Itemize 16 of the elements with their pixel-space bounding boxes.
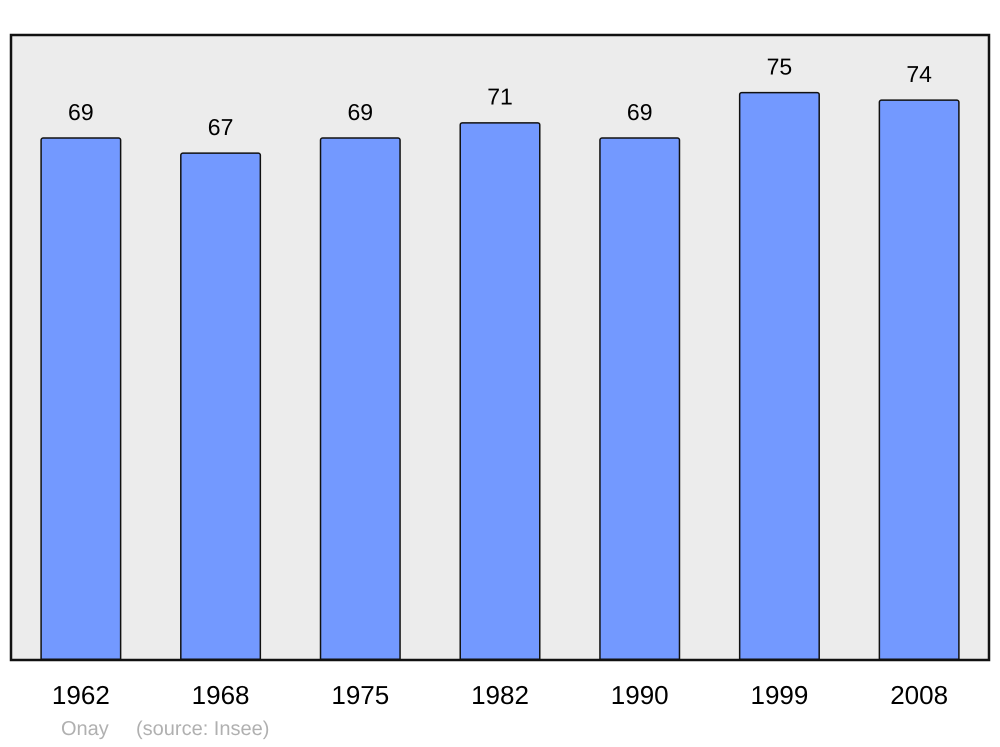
x-tick-label: 1990 — [610, 680, 669, 710]
data-label: 69 — [68, 98, 94, 125]
data-label: 75 — [766, 53, 792, 80]
data-label: 74 — [906, 60, 932, 87]
data-label: 69 — [626, 98, 653, 125]
data-label: 69 — [347, 98, 374, 125]
data-label: 71 — [487, 84, 513, 110]
text: Onay — [61, 718, 109, 740]
x-tick-label: 1999 — [750, 680, 808, 710]
x-tick-label: 2008 — [890, 680, 948, 710]
x-tick-label: 1975 — [331, 680, 390, 710]
x-tick-label: 1982 — [471, 680, 529, 710]
x-tick-label: 1968 — [192, 680, 250, 710]
text: (source: Insee) — [136, 718, 270, 740]
data-label: 67 — [208, 114, 234, 140]
x-tick-label: 1962 — [52, 680, 110, 710]
